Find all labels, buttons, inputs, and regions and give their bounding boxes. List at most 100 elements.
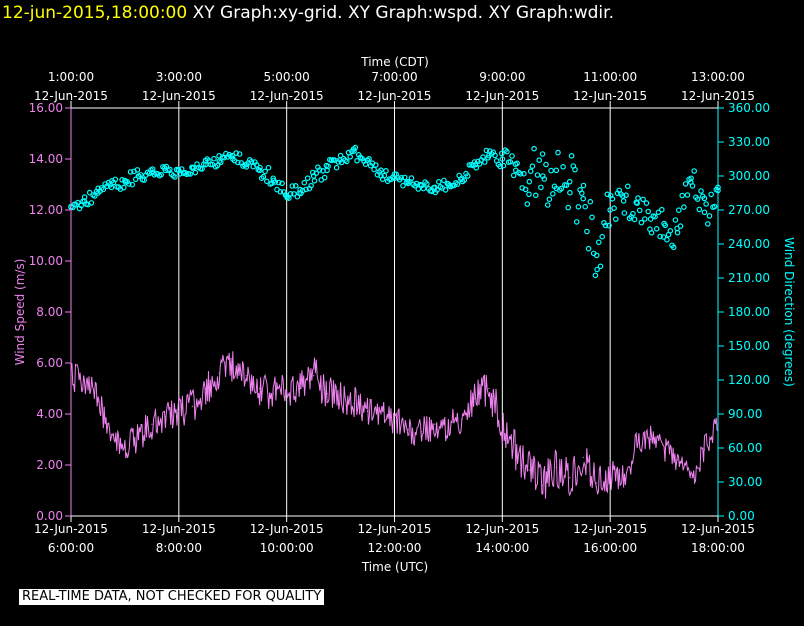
- wind-direction-point: [236, 151, 243, 157]
- bottom-tick-time: 6:00:00: [48, 541, 94, 555]
- wind-direction-point: [423, 181, 430, 187]
- wind-direction-point: [584, 228, 590, 235]
- wind-direction-point: [606, 222, 612, 229]
- wind-direction-point: [655, 209, 662, 216]
- wind-direction-point: [507, 159, 514, 165]
- wind-direction-point: [621, 210, 628, 216]
- wind-direction-point: [589, 214, 595, 221]
- wind-speed-point: [501, 426, 503, 428]
- wind-direction-point: [662, 222, 669, 229]
- wind-direction-point: [590, 250, 597, 257]
- wind-direction-point: [401, 174, 408, 181]
- bottom-tick-date: 12-Jun-2015: [142, 522, 216, 536]
- wind-direction-point: [660, 234, 667, 240]
- right-tick-label: 180.00: [728, 305, 770, 319]
- wind-direction-point: [141, 177, 148, 183]
- wind-speed-point: [636, 444, 638, 446]
- graph-list-label: XY Graph:xy-grid. XY Graph:wspd. XY Grap…: [192, 3, 614, 23]
- wind-direction-point: [679, 192, 686, 199]
- wind-direction-point: [100, 186, 107, 193]
- wind-speed-point: [164, 415, 166, 418]
- wind-speed-point: [232, 367, 234, 369]
- wind-direction-point: [546, 196, 553, 203]
- right-tick-label: 300.00: [728, 169, 770, 183]
- wind-direction-point: [325, 163, 331, 170]
- wind-direction-point: [645, 208, 652, 215]
- wind-direction-point: [539, 151, 546, 157]
- wind-direction-point: [587, 198, 594, 205]
- wind-direction-point: [538, 184, 544, 191]
- wind-direction-point: [636, 207, 643, 214]
- wind-speed-point: [259, 387, 261, 390]
- bottom-tick-date: 12-Jun-2015: [573, 522, 647, 536]
- wind-direction-point: [691, 168, 698, 174]
- wind-direction-point: [442, 187, 449, 193]
- wind-direction-point: [529, 163, 536, 170]
- wind-speed-point: [178, 410, 180, 413]
- wind-direction-point: [595, 239, 602, 246]
- wind-direction-point: [257, 164, 263, 171]
- wind-direction-point: [291, 191, 297, 197]
- top-tick-date: 12-Jun-2015: [358, 89, 432, 103]
- wind-direction-point: [573, 219, 580, 225]
- wind-speed-point: [299, 387, 301, 390]
- wind-direction-point: [308, 182, 314, 189]
- wind-direction-point: [316, 167, 323, 173]
- wind-direction-point: [580, 195, 587, 202]
- wind-direction-point: [177, 171, 183, 177]
- wind-direction-point: [706, 213, 713, 219]
- wind-direction-point: [641, 216, 648, 222]
- wind-direction-point: [333, 164, 340, 171]
- wind-direction-point: [611, 205, 617, 212]
- wind-direction-point: [563, 182, 570, 189]
- wind-direction-point: [698, 188, 704, 194]
- wind-direction-point: [619, 193, 626, 199]
- wind-direction-point: [667, 228, 674, 234]
- wind-direction-point: [481, 159, 488, 165]
- wind-direction-point: [500, 162, 507, 169]
- top-tick-time: 1:00:00: [48, 70, 94, 84]
- wind-speed-point: [690, 477, 692, 479]
- wind-direction-point: [599, 233, 606, 240]
- wind-direction-point: [670, 244, 677, 251]
- wind-speed-point: [407, 428, 409, 430]
- wind-direction-point: [92, 193, 98, 199]
- wind-direction-point: [320, 168, 326, 174]
- wind-direction-point: [708, 191, 715, 198]
- right-tick-label: 270.00: [728, 203, 770, 217]
- wind-direction-point: [553, 167, 560, 174]
- wind-direction-point: [172, 174, 178, 180]
- wind-direction-point: [572, 166, 578, 173]
- wind-direction-point: [420, 185, 427, 192]
- top-tick-time: 7:00:00: [371, 70, 417, 84]
- bottom-tick-time: 8:00:00: [156, 541, 202, 555]
- wind-direction-point: [568, 153, 575, 159]
- wind-direction-point: [602, 222, 609, 229]
- wind-direction-point: [303, 186, 309, 193]
- left-tick-label: 14.00: [29, 152, 63, 166]
- wind-direction-point: [597, 263, 604, 270]
- wind-direction-point: [262, 168, 268, 175]
- wind-direction-point: [199, 166, 205, 172]
- wind-direction-point: [408, 175, 415, 181]
- wind-direction-point: [531, 145, 537, 152]
- wind-direction-point: [696, 206, 703, 213]
- wind-direction-point: [435, 179, 442, 185]
- wind-direction-point: [612, 216, 619, 223]
- wind-speed-point: [272, 393, 274, 395]
- wind-direction-point: [578, 190, 585, 196]
- wind-speed-point: [151, 423, 153, 425]
- wind-speed-point: [353, 403, 355, 405]
- top-tick-time: 9:00:00: [479, 70, 525, 84]
- wind-direction-point: [127, 169, 134, 175]
- wind-direction-point: [566, 178, 573, 185]
- wind-direction-point: [149, 166, 156, 172]
- wind-direction-point: [381, 172, 388, 179]
- wind-direction-point: [631, 216, 638, 223]
- wind-direction-point: [272, 179, 279, 185]
- wind-direction-point: [347, 154, 354, 160]
- wind-direction-point: [480, 154, 486, 160]
- wind-speed-point: [703, 449, 706, 451]
- wind-direction-point: [526, 191, 532, 198]
- wind-direction-point: [682, 181, 689, 187]
